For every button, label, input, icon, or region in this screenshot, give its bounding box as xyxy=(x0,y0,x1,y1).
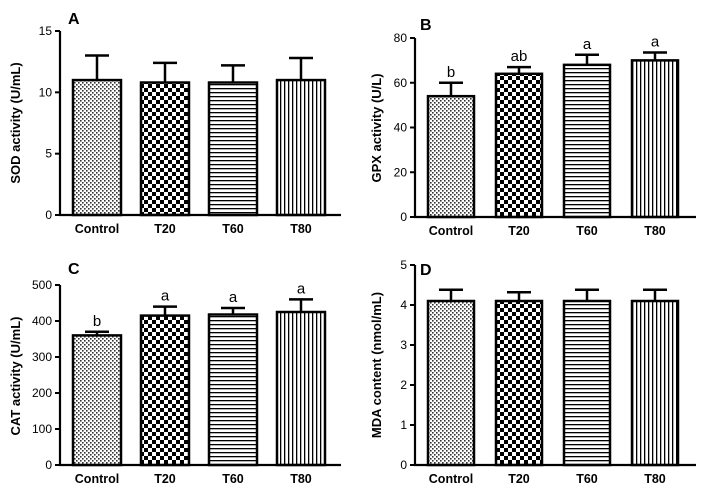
y-tick-label: 10 xyxy=(39,85,53,99)
significance-letter: ab xyxy=(511,48,528,65)
bar xyxy=(630,299,680,467)
panel-b: B GPX activity (U/L) b Control ab T20 a T60 a T… xyxy=(369,17,696,238)
panel-a-label: A xyxy=(68,11,80,28)
y-tick-label: 0 xyxy=(400,210,407,224)
panel-b-label: B xyxy=(420,17,432,34)
x-tick-label: T80 xyxy=(290,472,312,486)
bar xyxy=(71,334,123,467)
x-tick-label: Control xyxy=(75,472,119,486)
panel-d-plot: Control T20 T60 T80 0 1 2 3 4 5 xyxy=(400,258,696,486)
y-tick-label: 15 xyxy=(39,24,53,38)
panel-a-plot: Control T20 T60 T80 0 5 10 15 xyxy=(39,24,341,236)
y-tick-label: 100 xyxy=(32,422,52,436)
y-tick-label: 400 xyxy=(32,314,52,328)
bar xyxy=(275,310,327,467)
bar xyxy=(562,299,612,467)
panel-c-plot: b Control a T20 a T60 a T80 0 100 200 300 400 500 xyxy=(32,278,341,486)
bar xyxy=(275,78,327,217)
x-tick-label: T60 xyxy=(576,224,598,238)
y-tick-label: 40 xyxy=(394,121,408,135)
bar xyxy=(562,63,612,219)
y-tick-label: 20 xyxy=(394,165,408,179)
y-tick-label: 0 xyxy=(45,458,52,472)
significance-letter: a xyxy=(297,280,306,297)
bar xyxy=(426,299,476,467)
bar xyxy=(494,72,544,219)
y-tick-label: 0 xyxy=(400,458,407,472)
x-tick-label: T20 xyxy=(154,222,176,236)
x-tick-label: T60 xyxy=(222,472,244,486)
significance-letter: a xyxy=(229,289,238,306)
y-tick-label: 300 xyxy=(32,350,52,364)
x-tick-label: T20 xyxy=(508,224,530,238)
x-tick-label: Control xyxy=(429,472,473,486)
y-tick-label: 2 xyxy=(400,378,407,392)
x-tick-label: T60 xyxy=(222,222,244,236)
bar xyxy=(207,313,259,467)
x-tick-label: T80 xyxy=(644,224,666,238)
panel-b-ylabel: GPX activity (U/L) xyxy=(369,73,384,182)
bar xyxy=(139,314,191,467)
bar xyxy=(71,78,123,217)
significance-letter: b xyxy=(447,64,455,81)
panel-d-label: D xyxy=(420,262,432,279)
significance-letter: a xyxy=(583,36,592,53)
bar xyxy=(207,81,259,217)
panel-b-plot: b Control ab T20 a T60 a T80 0 20 40 60 80 xyxy=(394,31,696,238)
y-tick-label: 60 xyxy=(394,76,408,90)
y-tick-label: 5 xyxy=(45,147,52,161)
x-tick-label: T20 xyxy=(154,472,176,486)
panel-c: C CAT activity (U/mL) b Control a T20 a T60 a T… xyxy=(8,261,341,486)
y-tick-label: 5 xyxy=(400,258,407,272)
panel-a-ylabel: SOD activity (U/mL) xyxy=(8,62,23,183)
bar xyxy=(139,81,191,217)
y-tick-label: 80 xyxy=(394,31,408,45)
bar xyxy=(494,299,544,467)
x-tick-label: T80 xyxy=(644,472,666,486)
y-tick-label: 200 xyxy=(32,386,52,400)
bar xyxy=(426,94,476,219)
panel-a: A SOD activity (U/mL) Control T20 T60 T80 0 5… xyxy=(8,11,341,236)
x-tick-label: T60 xyxy=(576,472,598,486)
panel-c-ylabel: CAT activity (U/mL) xyxy=(8,317,23,436)
y-tick-label: 1 xyxy=(400,418,407,432)
x-tick-label: Control xyxy=(75,222,119,236)
significance-letter: b xyxy=(93,313,101,330)
x-tick-label: Control xyxy=(429,224,473,238)
significance-letter: a xyxy=(651,34,660,51)
x-tick-label: T80 xyxy=(290,222,312,236)
y-tick-label: 3 xyxy=(400,338,407,352)
bar xyxy=(630,59,680,219)
x-tick-label: T20 xyxy=(508,472,530,486)
panel-d-ylabel: MDA content (nmol/mL) xyxy=(369,292,384,438)
significance-letter: a xyxy=(161,288,170,305)
panel-d: D MDA content (nmol/mL) Control T20 T60 T80… xyxy=(369,258,696,486)
y-tick-label: 4 xyxy=(400,298,407,312)
y-tick-label: 500 xyxy=(32,278,52,292)
y-tick-label: 0 xyxy=(45,208,52,222)
panel-c-label: C xyxy=(68,261,80,278)
